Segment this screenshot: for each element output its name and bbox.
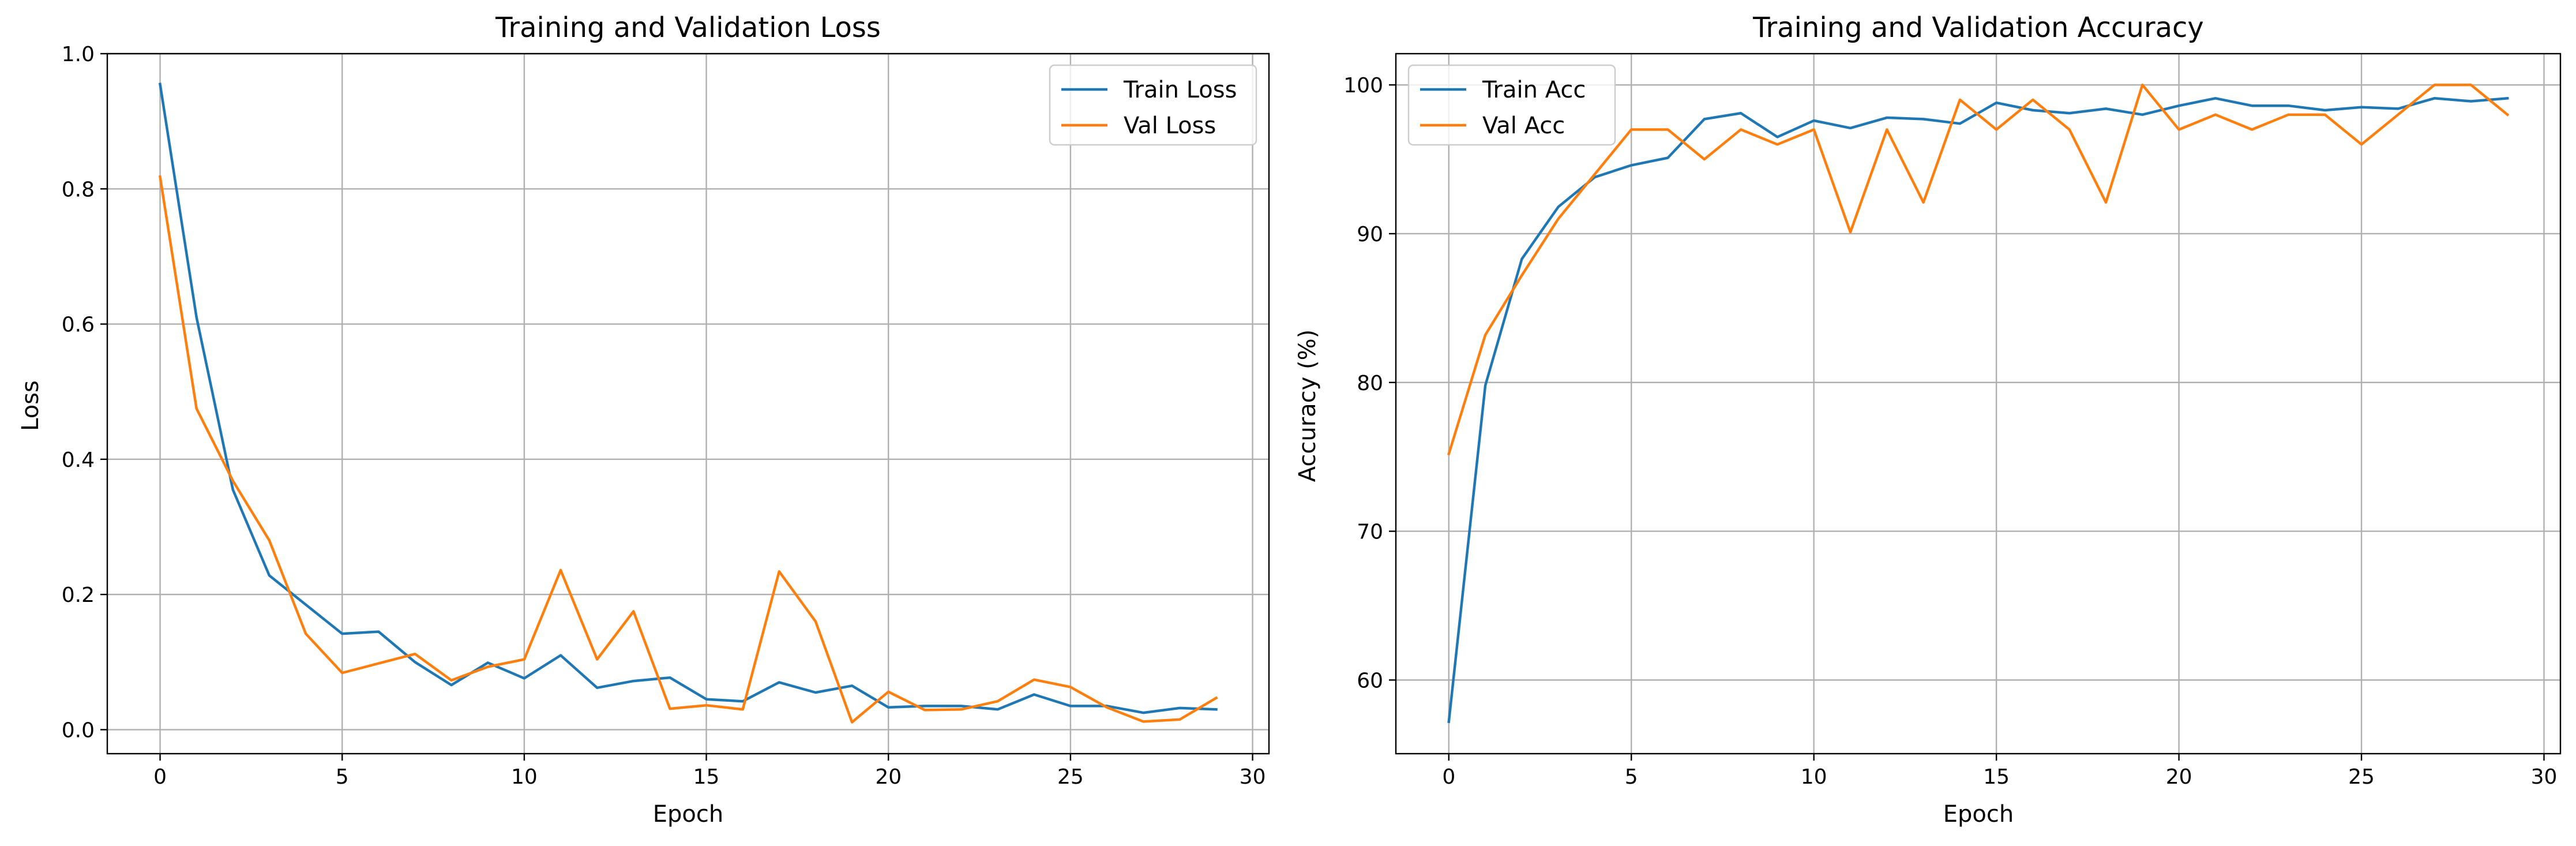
loss-chart-series-line-train-loss: [158, 83, 1218, 714]
loss-chart-series-line-val-loss: [158, 175, 1218, 724]
accuracy-chart-y-tick-label: 60: [1357, 669, 1383, 692]
accuracy-chart-plot-frame: [1395, 53, 2562, 755]
loss-chart-series: [158, 83, 1218, 724]
loss-chart-legend-label: Val Loss: [1124, 113, 1216, 139]
accuracy-chart-ticks: 0 5 10 15 20 25 30 60 70 80 90 100: [1343, 74, 2557, 789]
loss-chart-x-tick-label: 20: [875, 765, 902, 789]
loss-chart-y-tick-label: 0.8: [62, 178, 95, 201]
accuracy-chart-legend-label: Train Acc: [1482, 77, 1586, 103]
accuracy-chart-x-tick-label: 25: [2348, 765, 2375, 789]
loss-chart-x-axis-label: Epoch: [653, 801, 723, 828]
accuracy-chart-x-tick-label: 0: [1442, 765, 1455, 789]
loss-chart-panel: Training and Validation Loss Epoch Loss …: [17, 12, 1270, 828]
accuracy-chart-x-tick-label: 5: [1625, 765, 1638, 789]
accuracy-chart-x-tick-label: 10: [1801, 765, 1827, 789]
accuracy-chart-legend: Train Acc Val Acc: [1407, 64, 1616, 146]
loss-chart-y-axis-label: Loss: [17, 380, 44, 431]
accuracy-chart-panel: Training and Validation Accuracy Epoch A…: [1294, 12, 2562, 828]
accuracy-chart-x-axis-label: Epoch: [1943, 801, 2014, 828]
accuracy-chart-x-tick-label: 30: [2531, 765, 2558, 789]
accuracy-chart-y-tick-label: 70: [1357, 521, 1383, 544]
loss-chart-x-tick-label: 25: [1057, 765, 1084, 789]
loss-chart-plot-frame: [106, 53, 1270, 755]
loss-chart-legend-label: Train Loss: [1123, 77, 1237, 103]
loss-chart-y-tick-label: 0.0: [62, 718, 95, 742]
loss-chart-x-tick-label: 15: [693, 765, 720, 789]
loss-chart-legend: Train Loss Val Loss: [1049, 64, 1257, 146]
accuracy-chart-y-tick-label: 100: [1343, 74, 1383, 98]
accuracy-chart-series: [1447, 83, 2510, 724]
accuracy-chart-y-tick-label: 80: [1357, 372, 1383, 395]
accuracy-chart-title: Training and Validation Accuracy: [1752, 12, 2204, 44]
loss-chart-x-tick-label: 5: [336, 765, 349, 789]
loss-chart-y-tick-label: 0.6: [62, 313, 95, 337]
accuracy-chart-legend-label: Val Acc: [1482, 113, 1565, 139]
accuracy-chart-series-line-val-acc: [1447, 83, 2510, 456]
accuracy-chart-gridlines: [1396, 54, 2560, 754]
loss-chart-ticks: 0 5 10 15 20 25 30 0.0 0.2 0.4 0.6 0.8 1.0: [62, 43, 1266, 789]
loss-chart-x-tick-label: 10: [511, 765, 538, 789]
accuracy-chart-x-tick-label: 15: [1983, 765, 2010, 789]
loss-chart-y-tick-label: 0.4: [62, 448, 95, 472]
loss-chart-y-tick-label: 0.2: [62, 583, 95, 607]
loss-chart-x-tick-label: 30: [1240, 765, 1266, 789]
accuracy-chart-y-tick-label: 90: [1357, 223, 1383, 246]
loss-chart-x-tick-label: 0: [153, 765, 167, 789]
loss-chart-y-tick-label: 1.0: [62, 43, 95, 66]
loss-chart-title: Training and Validation Loss: [495, 12, 881, 44]
accuracy-chart-y-axis-label: Accuracy (%): [1294, 330, 1321, 482]
accuracy-chart-x-tick-label: 20: [2166, 765, 2192, 789]
